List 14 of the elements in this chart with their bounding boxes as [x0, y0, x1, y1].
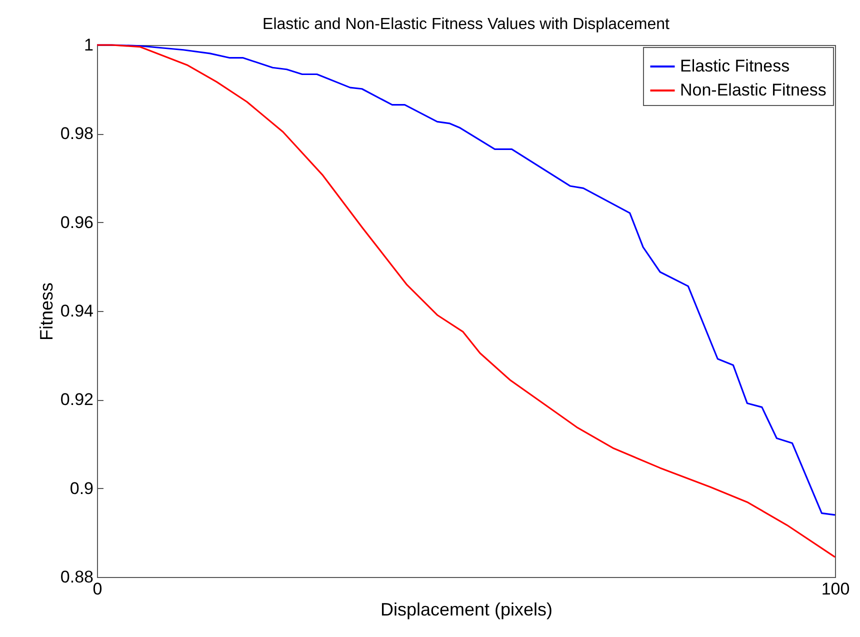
legend-label: Elastic Fitness	[680, 56, 790, 76]
x-tick-label: 100	[821, 580, 850, 598]
y-axis-title: Fitness	[36, 282, 56, 341]
x-axis-title: Displacement (pixels)	[380, 600, 553, 620]
y-tick-label: 1	[84, 36, 94, 54]
y-tick-label: 0.94	[60, 302, 94, 320]
y-tick-label: 0.96	[60, 212, 94, 232]
chart-title: Elastic and Non-Elastic Fitness Values with Displacement	[262, 16, 670, 33]
y-tick-label: 0.88	[60, 568, 94, 586]
y-tick-label: 0.92	[60, 390, 94, 410]
y-tick-label: 0.9	[70, 478, 94, 498]
x-tick-label: 0	[92, 580, 102, 598]
y-tick-label: 0.98	[60, 124, 94, 144]
legend-label: Non-Elastic Fitness	[680, 80, 826, 100]
